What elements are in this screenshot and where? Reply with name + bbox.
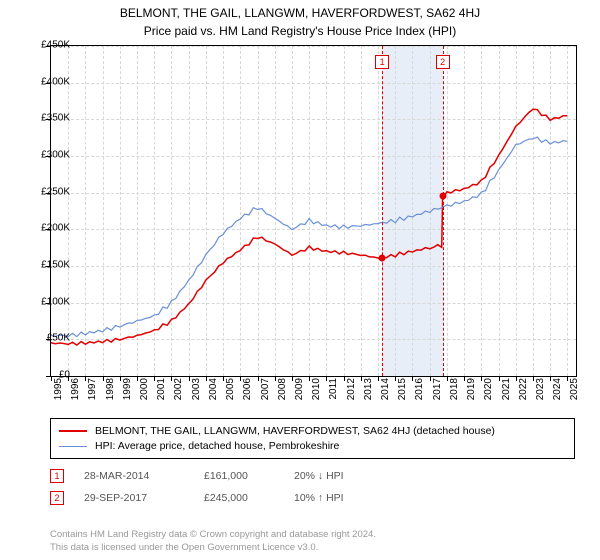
- ytick-label: £250K: [41, 186, 70, 197]
- ytick-label: £300K: [41, 150, 70, 161]
- sales-table: 1 28-MAR-2014 £161,000 20% ↓ HPI 2 29-SE…: [50, 465, 364, 509]
- legend-item-property: BELMONT, THE GAIL, LLANGWM, HAVERFORDWES…: [59, 424, 566, 439]
- xtick-label: 2004: [208, 378, 219, 400]
- series-property: [51, 109, 567, 345]
- ytick-label: £350K: [41, 113, 70, 124]
- xtick-label: 2020: [483, 378, 494, 400]
- xtick-label: 2000: [139, 378, 150, 400]
- legend-label-hpi: HPI: Average price, detached house, Pemb…: [95, 439, 339, 454]
- marker-number-icon: 1: [375, 55, 389, 69]
- sale-marker-icon: 2: [50, 491, 64, 505]
- xtick-label: 2003: [191, 378, 202, 400]
- footer: Contains HM Land Registry data © Crown c…: [50, 529, 376, 554]
- line-layer: [51, 46, 576, 376]
- xtick-label: 2018: [449, 378, 460, 400]
- footer-line2: This data is licensed under the Open Gov…: [50, 542, 376, 554]
- xtick-label: 1995: [53, 378, 64, 400]
- title-sub: Price paid vs. HM Land Registry's House …: [0, 24, 600, 40]
- xtick-label: 2005: [225, 378, 236, 400]
- sale-change: 10% ↑ HPI: [294, 492, 364, 504]
- sale-dot: [379, 254, 386, 261]
- xtick-label: 2011: [328, 378, 339, 400]
- legend-item-hpi: HPI: Average price, detached house, Pemb…: [59, 439, 566, 454]
- xtick-label: 1999: [122, 378, 133, 400]
- xtick-label: 2024: [552, 378, 563, 400]
- titles: BELMONT, THE GAIL, LLANGWM, HAVERFORDWES…: [0, 0, 600, 39]
- xtick-label: 2025: [569, 378, 580, 400]
- xtick-label: 2022: [518, 378, 529, 400]
- xtick-label: 2007: [260, 378, 271, 400]
- sale-row: 2 29-SEP-2017 £245,000 10% ↑ HPI: [50, 487, 364, 509]
- xtick-label: 1997: [87, 378, 98, 400]
- ytick-label: £150K: [41, 260, 70, 271]
- ytick-label: £50K: [47, 333, 70, 344]
- xtick-label: 2014: [380, 378, 391, 400]
- legend-swatch-hpi: [59, 446, 87, 447]
- xtick-label: 2016: [414, 378, 425, 400]
- xtick-label: 2009: [294, 378, 305, 400]
- title-main: BELMONT, THE GAIL, LLANGWM, HAVERFORDWES…: [0, 6, 600, 22]
- xtick-label: 2012: [346, 378, 357, 400]
- sale-price: £161,000: [204, 470, 294, 482]
- legend-swatch-property: [59, 430, 87, 432]
- sale-date: 28-MAR-2014: [84, 470, 204, 482]
- xtick-label: 2021: [501, 378, 512, 400]
- xtick-label: 2023: [535, 378, 546, 400]
- sale-marker-icon: 1: [50, 469, 64, 483]
- footer-line1: Contains HM Land Registry data © Crown c…: [50, 529, 376, 541]
- xtick-label: 2002: [173, 378, 184, 400]
- legend-label-property: BELMONT, THE GAIL, LLANGWM, HAVERFORDWES…: [95, 424, 495, 439]
- xtick-label: 1996: [70, 378, 81, 400]
- ytick-label: £400K: [41, 76, 70, 87]
- ytick-label: £100K: [41, 296, 70, 307]
- xtick-label: 2008: [277, 378, 288, 400]
- ytick-label: £450K: [41, 40, 70, 51]
- ytick-label: £200K: [41, 223, 70, 234]
- legend: BELMONT, THE GAIL, LLANGWM, HAVERFORDWES…: [50, 418, 575, 459]
- xtick-label: 2006: [242, 378, 253, 400]
- chart-container: BELMONT, THE GAIL, LLANGWM, HAVERFORDWES…: [0, 0, 600, 560]
- plot-area: [50, 45, 577, 377]
- sale-price: £245,000: [204, 492, 294, 504]
- xtick-label: 2010: [311, 378, 322, 400]
- xtick-label: 2013: [363, 378, 374, 400]
- sale-date: 29-SEP-2017: [84, 492, 204, 504]
- sale-change: 20% ↓ HPI: [294, 470, 364, 482]
- xtick-label: 2001: [156, 378, 167, 400]
- xtick-label: 1998: [105, 378, 116, 400]
- xtick-label: 2019: [466, 378, 477, 400]
- sale-row: 1 28-MAR-2014 £161,000 20% ↓ HPI: [50, 465, 364, 487]
- sale-dot: [439, 193, 446, 200]
- marker-number-icon: 2: [436, 55, 450, 69]
- xtick-label: 2017: [432, 378, 443, 400]
- xtick-label: 2015: [397, 378, 408, 400]
